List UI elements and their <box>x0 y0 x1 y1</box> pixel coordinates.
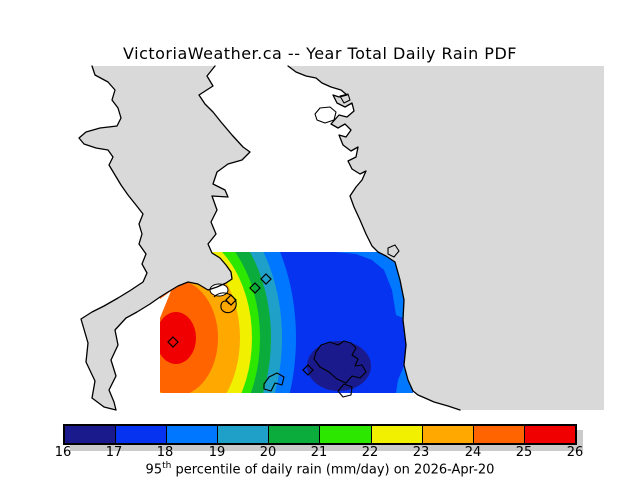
colorbar-tick: 20 <box>259 445 277 460</box>
island-small-2 <box>339 93 351 104</box>
colorbar-segment-23-24 <box>421 426 473 443</box>
coastline-west <box>78 65 251 411</box>
water-edge-wedge <box>160 291 171 318</box>
lagoon-spit <box>213 292 237 314</box>
land-west <box>79 66 250 410</box>
colorbar-segment-25-26 <box>523 426 575 443</box>
islet-coast <box>387 244 400 258</box>
colorbar-tick: 21 <box>310 445 328 460</box>
island-outline-se <box>313 340 367 384</box>
station-marker <box>167 336 179 348</box>
colorbar-segment-19-20 <box>217 426 269 443</box>
station-marker <box>302 364 314 376</box>
colorbar-segment-20-21 <box>268 426 320 443</box>
colorbar-tick: 25 <box>515 445 533 460</box>
colorbar <box>63 424 577 445</box>
colorbar-segment-17-18 <box>115 426 167 443</box>
land-east <box>288 66 604 410</box>
colorbar-segment-22-23 <box>370 426 422 443</box>
island-small-1 <box>314 106 337 124</box>
colorbar-tick: 18 <box>156 445 174 460</box>
colorbar-tick: 17 <box>105 445 123 460</box>
band-18-19-coastal <box>335 252 404 318</box>
colorbar-segment-21-22 <box>319 426 371 443</box>
station-marker <box>260 273 272 285</box>
page-title: VictoriaWeather.ca -- Year Total Daily R… <box>123 44 517 63</box>
colorbar-tick: 24 <box>464 445 482 460</box>
colorbar-segment-24-25 <box>472 426 524 443</box>
colorbar-segment-16-17 <box>65 426 116 443</box>
colorbar-tick: 23 <box>412 445 430 460</box>
band-18-19-corner <box>396 366 413 393</box>
island-outline-se-lobe <box>337 383 353 398</box>
caption-prefix: 95 <box>145 462 163 478</box>
colorbar-caption: 95th percentile of daily rain (mm/day) o… <box>0 459 640 477</box>
band-25-26 <box>160 312 196 364</box>
caption-rest: percentile of daily rain (mm/day) on 202… <box>171 462 495 478</box>
caption-superscript: th <box>162 461 172 471</box>
colorbar-tick: 22 <box>361 445 379 460</box>
colorbar-tick: 19 <box>208 445 226 460</box>
station-markers <box>167 273 314 376</box>
island-outline-south <box>263 372 285 392</box>
colorbar-tick: 16 <box>54 445 72 460</box>
colorbar-segment-18-19 <box>166 426 218 443</box>
band-16-17 <box>307 341 371 391</box>
coastline-east <box>287 65 461 411</box>
colorbar-tick: 26 <box>566 445 584 460</box>
station-marker <box>249 282 261 294</box>
station-marker <box>225 294 237 306</box>
